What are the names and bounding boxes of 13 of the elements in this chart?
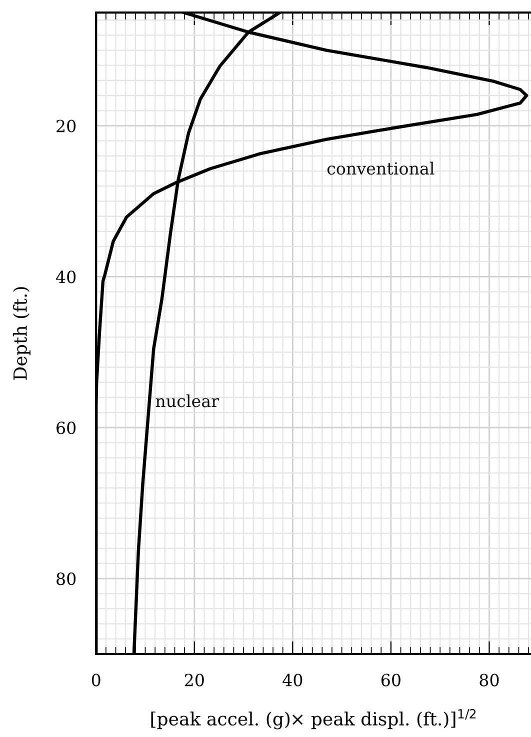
y-tick-label: 80: [56, 572, 76, 586]
x-tick-label: 60: [381, 674, 400, 686]
x-tick-label: 40: [282, 674, 302, 686]
series-label: conventional: [327, 162, 434, 175]
x-tick-label: 80: [480, 674, 499, 686]
y-axis-title: Depth (ft.): [12, 287, 30, 380]
y-tick-label: 40: [56, 270, 76, 284]
x-tick-label: 0: [92, 674, 100, 686]
x-tick-label: 20: [184, 674, 204, 686]
y-tick-label: 60: [56, 422, 76, 434]
x-axis-title: [peak accel. (g)× peak displ. (ft.)]$^{1/2}$: [151, 709, 476, 730]
y-tick-label: 20: [56, 120, 76, 132]
series-label: nuclear: [156, 394, 220, 408]
